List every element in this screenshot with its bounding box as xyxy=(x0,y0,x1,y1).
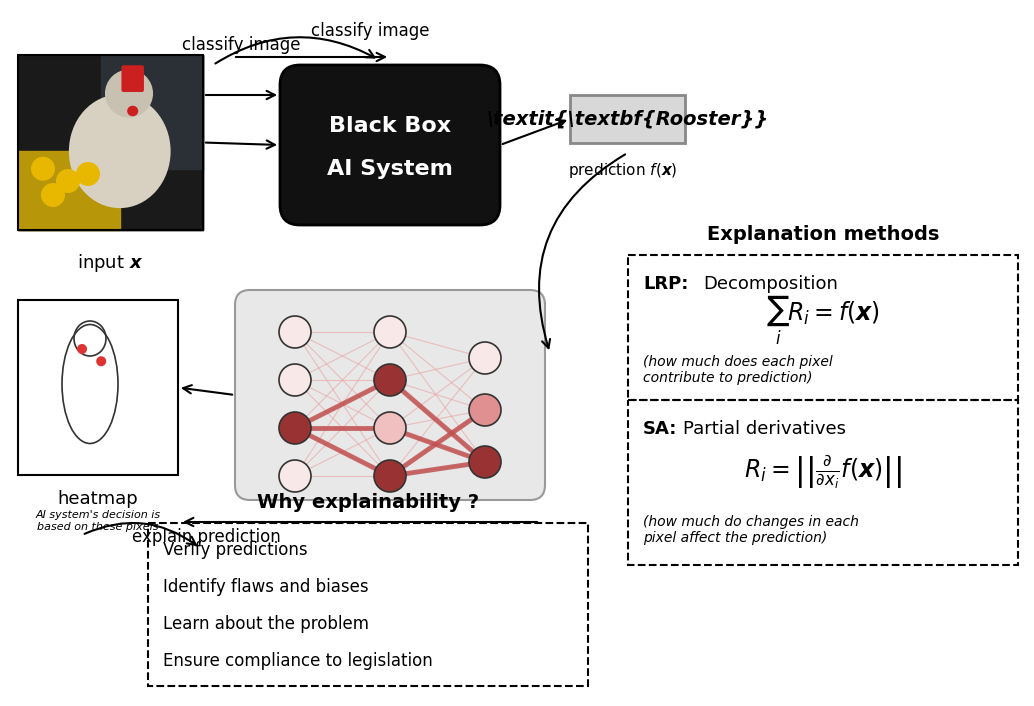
Text: Ensure compliance to legislation: Ensure compliance to legislation xyxy=(163,652,433,670)
Text: $\sum_i R_i = f(\boldsymbol{x})$: $\sum_i R_i = f(\boldsymbol{x})$ xyxy=(766,293,880,347)
Text: Learn about the problem: Learn about the problem xyxy=(163,615,369,633)
Circle shape xyxy=(469,342,501,374)
Text: \textit{\textbf{Rooster}}: \textit{\textbf{Rooster}} xyxy=(486,109,768,128)
Text: Black Box: Black Box xyxy=(329,116,451,136)
Circle shape xyxy=(56,169,80,193)
Ellipse shape xyxy=(127,106,139,116)
Text: prediction $f(\boldsymbol{x})$: prediction $f(\boldsymbol{x})$ xyxy=(568,161,677,180)
Circle shape xyxy=(41,183,65,207)
Circle shape xyxy=(77,162,100,186)
Circle shape xyxy=(279,460,311,492)
Text: LRP:: LRP: xyxy=(643,275,689,293)
Text: AI System: AI System xyxy=(327,159,453,179)
Circle shape xyxy=(77,344,87,354)
Text: SA:: SA: xyxy=(643,420,677,438)
Circle shape xyxy=(374,364,406,396)
Text: Identify flaws and biases: Identify flaws and biases xyxy=(163,578,369,596)
Text: classify image: classify image xyxy=(311,22,429,40)
Text: Why explainability ?: Why explainability ? xyxy=(256,493,479,513)
Text: Partial derivatives: Partial derivatives xyxy=(683,420,846,438)
Ellipse shape xyxy=(69,95,171,208)
Text: classify image: classify image xyxy=(182,36,301,54)
Circle shape xyxy=(469,394,501,426)
Circle shape xyxy=(104,69,153,118)
Circle shape xyxy=(279,364,311,396)
Text: AI system's decision is
based on these pixels: AI system's decision is based on these p… xyxy=(35,510,160,532)
Text: (how much do changes in each
pixel affect the prediction): (how much do changes in each pixel affec… xyxy=(643,515,859,545)
FancyBboxPatch shape xyxy=(121,65,144,92)
Circle shape xyxy=(374,412,406,444)
FancyBboxPatch shape xyxy=(18,300,178,475)
Circle shape xyxy=(279,412,311,444)
Text: Verify predictions: Verify predictions xyxy=(163,541,308,559)
FancyBboxPatch shape xyxy=(18,55,203,230)
Circle shape xyxy=(279,316,311,348)
FancyBboxPatch shape xyxy=(235,290,545,500)
Text: heatmap: heatmap xyxy=(58,490,139,508)
Circle shape xyxy=(469,446,501,478)
Text: Explanation methods: Explanation methods xyxy=(707,225,939,244)
Text: Decomposition: Decomposition xyxy=(703,275,838,293)
Text: explain prediction: explain prediction xyxy=(132,528,281,546)
Text: input $\boldsymbol{x}$: input $\boldsymbol{x}$ xyxy=(78,252,144,274)
FancyBboxPatch shape xyxy=(280,65,500,225)
Text: $R_i = \left|\left|\frac{\partial}{\partial x_i} f(\boldsymbol{x})\right|\right|: $R_i = \left|\left|\frac{\partial}{\part… xyxy=(743,453,902,491)
Text: (how much does each pixel
contribute to prediction): (how much does each pixel contribute to … xyxy=(643,355,832,385)
Circle shape xyxy=(374,316,406,348)
Circle shape xyxy=(31,157,55,181)
Circle shape xyxy=(374,460,406,492)
Circle shape xyxy=(96,357,107,366)
FancyBboxPatch shape xyxy=(570,95,685,143)
